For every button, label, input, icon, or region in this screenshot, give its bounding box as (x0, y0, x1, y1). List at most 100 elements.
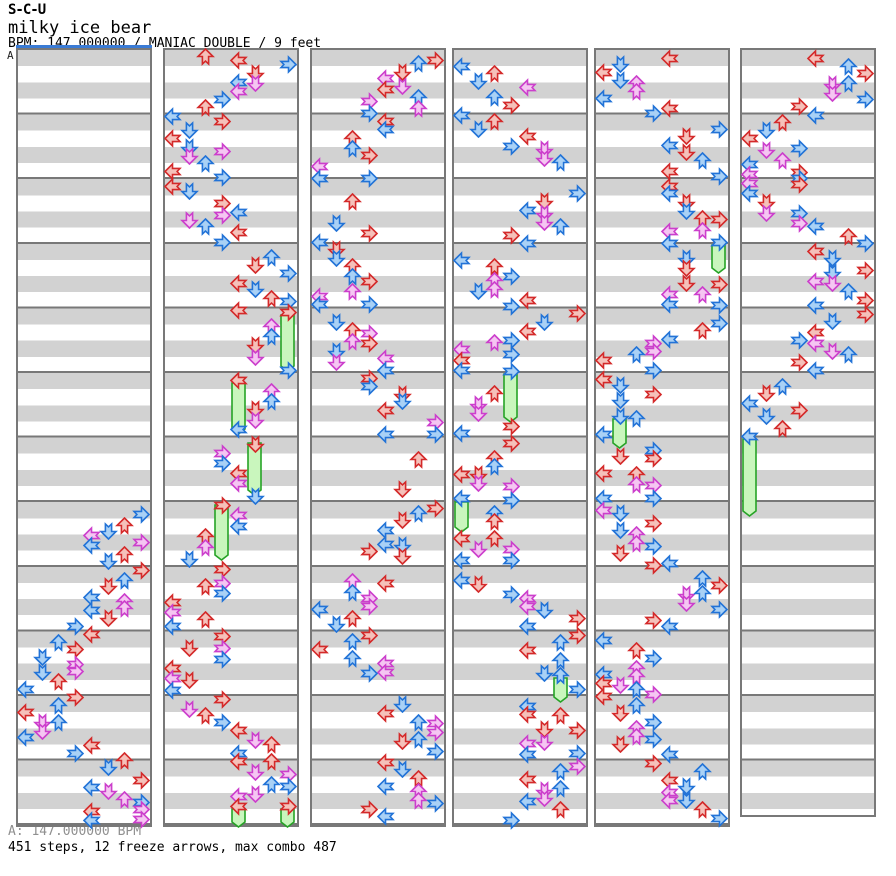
note-arrow-left-icon (229, 50, 248, 70)
note-arrow-left-icon (376, 424, 395, 444)
note-arrow-left-icon (229, 720, 248, 740)
note-arrow-left-icon (16, 727, 35, 747)
note-arrow-down-icon (245, 347, 265, 366)
note-arrow-left-icon (229, 473, 248, 493)
note-arrow-right-icon (643, 360, 662, 380)
freeze-arrow-body (453, 501, 469, 534)
note-arrow-down-icon (676, 201, 696, 220)
note-arrow-left-icon (376, 662, 395, 682)
note-arrow-up-icon (485, 88, 504, 107)
note-arrow-down-icon (245, 255, 265, 274)
note-arrow-up-icon (551, 666, 570, 685)
note-arrow-left-icon (806, 271, 825, 291)
note-arrow-up-icon (115, 599, 134, 618)
note-arrow-left-icon (376, 119, 395, 139)
note-arrow-right-icon (567, 756, 586, 776)
note-arrow-right-icon (65, 687, 84, 707)
note-arrow-up-icon (409, 791, 428, 810)
note-arrow-right-icon (855, 63, 874, 83)
note-arrow-left-icon (229, 796, 248, 816)
note-arrow-down-icon (98, 608, 118, 627)
note-arrow-down-icon (676, 273, 696, 292)
note-arrow-left-icon (594, 369, 613, 389)
note-arrow-up-icon (551, 153, 570, 172)
note-arrow-down-icon (179, 146, 199, 165)
note-arrow-up-icon (409, 54, 428, 73)
note-arrow-right-icon (359, 168, 378, 188)
note-arrow-left-icon (452, 360, 471, 380)
note-arrow-left-icon (806, 333, 825, 353)
note-arrow-up-icon (262, 752, 281, 771)
note-arrow-left-icon (376, 534, 395, 554)
note-arrow-up-icon (551, 800, 570, 819)
note-arrow-up-icon (485, 257, 504, 276)
note-arrow-up-icon (115, 545, 134, 564)
note-arrow-left-icon (806, 105, 825, 125)
note-arrow-right-icon (212, 495, 231, 515)
note-arrow-right-icon (501, 225, 520, 245)
note-arrow-left-icon (452, 488, 471, 508)
note-arrow-up-icon (409, 713, 428, 732)
note-arrow-up-icon (485, 529, 504, 548)
note-arrow-right-icon (359, 333, 378, 353)
note-arrow-left-icon (163, 176, 182, 196)
note-arrow-up-icon (196, 217, 215, 236)
note-arrow-left-icon (163, 161, 182, 181)
note-arrow-left-icon (452, 528, 471, 548)
note-arrow-right-icon (131, 770, 150, 790)
note-arrow-right-icon (643, 555, 662, 575)
note-arrow-right-icon (709, 575, 728, 595)
note-arrow-right-icon (212, 453, 231, 473)
note-arrow-up-icon (485, 64, 504, 83)
note-arrow-left-icon (660, 329, 679, 349)
note-arrow-right-icon (789, 138, 808, 158)
note-arrow-up-icon (627, 696, 646, 715)
chart-column (163, 47, 299, 829)
note-arrow-right-icon (643, 384, 662, 404)
note-arrow-right-icon (501, 95, 520, 115)
note-arrow-down-icon (822, 311, 842, 330)
note-arrow-right-icon (131, 504, 150, 524)
note-arrow-right-icon (643, 536, 662, 556)
note-arrow-up-icon (773, 151, 792, 170)
note-arrow-down-icon (98, 576, 118, 595)
note-arrow-right-icon (643, 488, 662, 508)
note-arrow-left-icon (16, 702, 35, 722)
note-arrow-left-icon (376, 360, 395, 380)
note-arrow-right-icon (212, 712, 231, 732)
note-arrow-left-icon (594, 350, 613, 370)
note-arrow-down-icon (245, 279, 265, 298)
note-arrow-left-icon (82, 777, 101, 797)
note-arrow-down-icon (822, 273, 842, 292)
note-arrow-up-icon (839, 57, 858, 76)
note-arrow-left-icon (518, 596, 537, 616)
note-arrow-left-icon (163, 680, 182, 700)
note-arrow-down-icon (98, 781, 118, 800)
note-arrow-down-icon (676, 593, 696, 612)
note-arrow-up-icon (485, 333, 504, 352)
note-arrow-right-icon (501, 433, 520, 453)
note-arrow-left-icon (376, 806, 395, 826)
note-arrow-down-icon (610, 375, 630, 394)
note-arrow-down-icon (468, 574, 488, 593)
note-arrow-up-icon (693, 800, 712, 819)
note-arrow-left-icon (16, 679, 35, 699)
note-arrow-right-icon (501, 550, 520, 570)
note-arrow-right-icon (643, 684, 662, 704)
note-arrow-right-icon (501, 416, 520, 436)
note-arrow-right-icon (709, 166, 728, 186)
note-arrow-right-icon (212, 167, 231, 187)
note-arrow-right-icon (359, 663, 378, 683)
note-arrow-up-icon (839, 345, 858, 364)
note-arrow-right-icon (212, 111, 231, 131)
note-arrow-down-icon (610, 543, 630, 562)
note-arrow-up-icon (262, 735, 281, 754)
note-arrow-right-icon (567, 679, 586, 699)
note-arrow-right-icon (643, 610, 662, 630)
note-arrow-right-icon (709, 295, 728, 315)
note-arrow-right-icon (501, 810, 520, 830)
note-arrow-right-icon (567, 625, 586, 645)
note-arrow-right-icon (212, 649, 231, 669)
note-arrow-left-icon (740, 128, 759, 148)
